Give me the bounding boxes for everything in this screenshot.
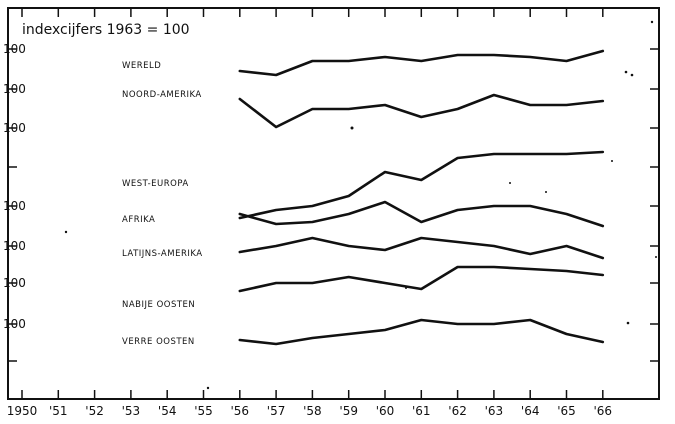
x-tick-label: '63	[485, 404, 504, 418]
axis-ticks	[8, 8, 659, 399]
x-tick-labels: 1950 '51 '52 '53 '54 '55 '56 '57 '58 '59 '60 '61 '62…	[7, 404, 612, 418]
y-tick-labels: 100 100 100 100 100 100 100	[3, 42, 26, 331]
specks	[64, 20, 657, 390]
series-label-4: AFRIKA	[122, 215, 155, 225]
series-line-7	[238, 318, 605, 346]
series-labels: WERELD NOORD-AMERIKA WEST-EUROPA AFRIKA LATI…	[122, 61, 203, 347]
y-tick-label: 100	[3, 82, 26, 96]
series-line-4	[238, 200, 605, 228]
y-tick-label: 100	[3, 239, 26, 253]
x-tick-label: '55	[194, 404, 213, 418]
series-label-3: WEST-EUROPA	[122, 179, 189, 189]
x-tick-label: '61	[412, 404, 431, 418]
x-tick-label: '65	[557, 404, 576, 418]
y-tick-label: 100	[3, 276, 26, 290]
series-label-1: WERELD	[122, 61, 161, 71]
series-line-3	[238, 150, 605, 220]
series-group	[238, 49, 605, 346]
x-tick-label: 1950	[7, 404, 38, 418]
y-tick-label: 100	[3, 317, 26, 331]
y-tick-label: 100	[3, 42, 26, 56]
x-tick-label: '57	[267, 404, 286, 418]
x-tick-label: '54	[158, 404, 177, 418]
series-line-6	[238, 265, 605, 293]
series-line-5	[238, 236, 605, 260]
x-tick-label: '60	[376, 404, 395, 418]
y-tick-label: 100	[3, 121, 26, 135]
x-tick-label: '53	[122, 404, 141, 418]
x-tick-label: '51	[49, 404, 68, 418]
series-line-1	[238, 49, 605, 77]
series-label-6: NABIJE OOSTEN	[122, 300, 195, 310]
x-tick-label: '58	[303, 404, 322, 418]
x-tick-label: '64	[521, 404, 540, 418]
series-label-2: NOORD-AMERIKA	[122, 90, 202, 100]
x-tick-label: '59	[339, 404, 358, 418]
x-tick-label: '66	[594, 404, 613, 418]
x-tick-label: '56	[231, 404, 250, 418]
chart-title: indexcijfers 1963 = 100	[22, 22, 190, 38]
x-tick-label: '52	[85, 404, 104, 418]
series-line-2	[238, 93, 605, 129]
y-tick-label: 100	[3, 199, 26, 213]
plot-frame	[7, 7, 660, 400]
series-label-5: LATIJNS-AMERIKA	[122, 249, 203, 259]
series-label-7: VERRE OOSTEN	[122, 337, 195, 347]
x-tick-label: '62	[448, 404, 467, 418]
